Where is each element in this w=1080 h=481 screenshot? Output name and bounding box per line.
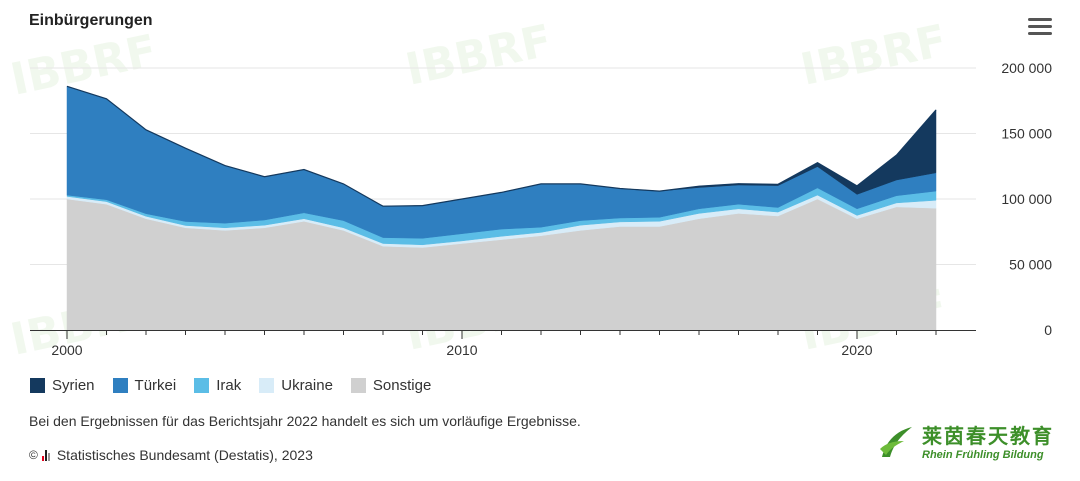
legend-swatch xyxy=(259,378,275,393)
leaf-logo-icon xyxy=(880,426,912,457)
legend-label: Irak xyxy=(216,377,242,394)
x-tick-label: 2010 xyxy=(446,342,477,358)
chart-title: Einbürgerungen xyxy=(29,12,153,29)
legend-item-syrien[interactable]: Syrien xyxy=(30,377,95,394)
legend-swatch xyxy=(194,378,210,393)
x-tick-label: 2000 xyxy=(51,342,82,358)
source-line: © Statistisches Bundesamt (Destatis), 20… xyxy=(29,447,313,463)
legend-item-ukraine[interactable]: Ukraine xyxy=(259,377,333,394)
brand-name-cn: 莱茵春天教育 xyxy=(922,424,1054,448)
copyright-symbol: © xyxy=(29,448,38,462)
legend-item-irak[interactable]: Irak xyxy=(194,377,241,394)
source-text: Statistisches Bundesamt (Destatis), 2023 xyxy=(56,447,313,463)
y-tick-label: 0 xyxy=(1044,322,1052,338)
legend-item-türkei[interactable]: Türkei xyxy=(112,377,177,394)
y-tick-label: 100 000 xyxy=(1001,191,1052,207)
hamburger-menu-icon[interactable] xyxy=(1028,18,1052,38)
brand-logo: 莱茵春天教育 Rhein Frühling Bildung xyxy=(878,420,1054,461)
y-tick-label: 150 000 xyxy=(1001,126,1052,142)
legend-label: Ukraine xyxy=(281,377,333,394)
footnote: Bei den Ergebnissen für das Berichtsjahr… xyxy=(29,413,581,429)
legend-swatch xyxy=(30,378,45,393)
y-tick-label: 50 000 xyxy=(1009,257,1052,273)
y-tick-label: 200 000 xyxy=(1001,60,1052,76)
brand-name-en: Rhein Frühling Bildung xyxy=(922,449,1044,461)
legend-item-sonstige[interactable]: Sonstige xyxy=(350,377,432,394)
legend-swatch xyxy=(350,378,366,393)
destatis-logo-icon xyxy=(41,449,50,461)
legend-label: Türkei xyxy=(134,377,177,394)
x-tick-label: 2020 xyxy=(841,342,872,358)
stacked-area-chart: 2000 2010 2020 0 50 000 100 000 150 000 200 000 xyxy=(30,60,1052,358)
chart-legend: Syrien Türkei Irak Ukraine Sonstige xyxy=(30,377,431,394)
area-top-outline xyxy=(66,85,937,207)
legend-label: Syrien xyxy=(52,377,95,394)
legend-label: Sonstige xyxy=(372,377,432,394)
legend-swatch xyxy=(112,378,128,393)
